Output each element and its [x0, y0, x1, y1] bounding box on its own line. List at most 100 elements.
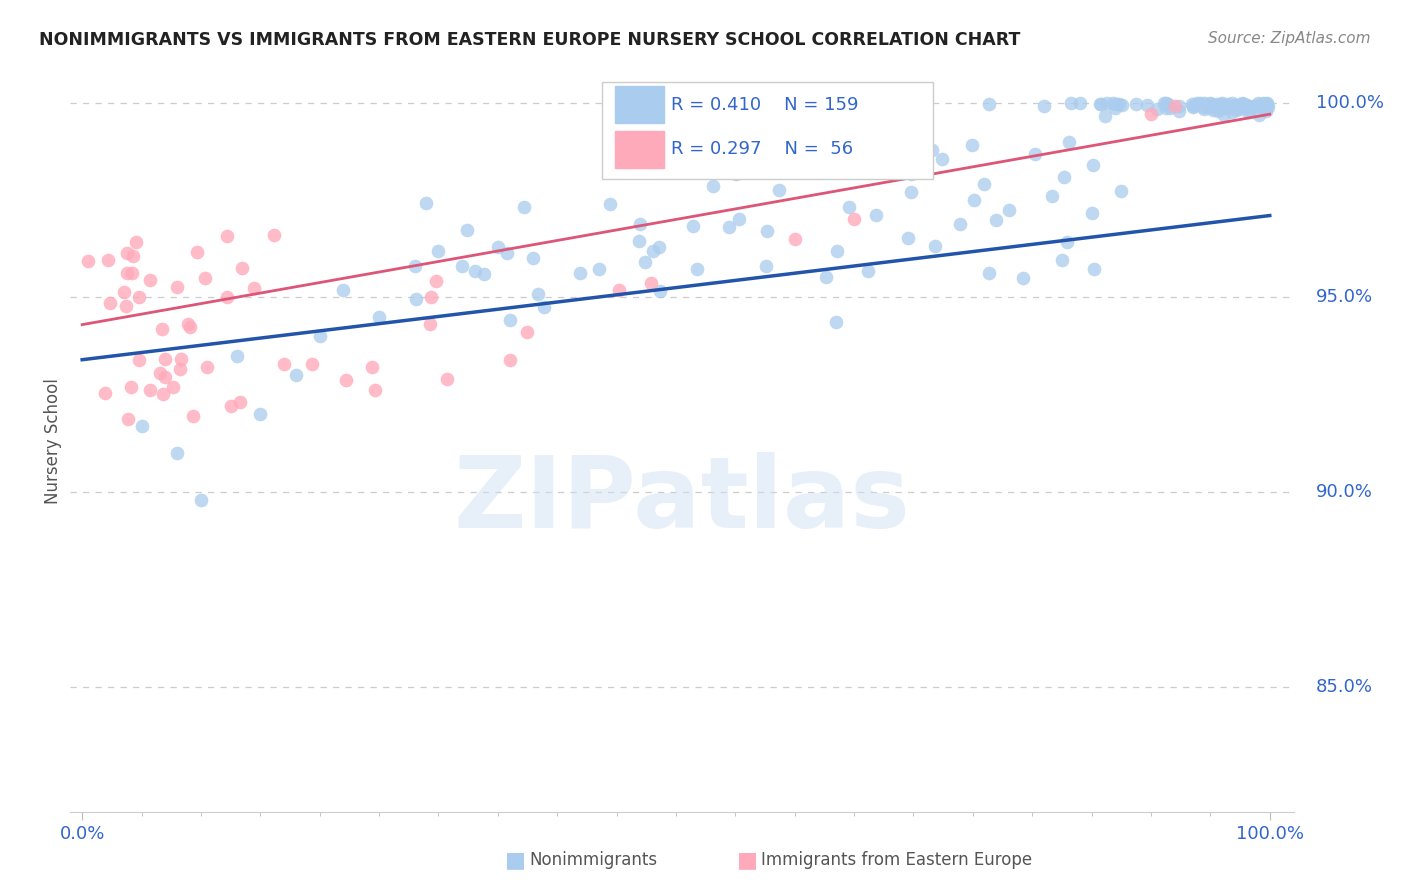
Point [1168, 98, 1191, 112]
Point [166, 446, 188, 460]
Point [1053, 170, 1076, 185]
Point [702, 179, 724, 194]
Point [284, 368, 307, 383]
Point [706, 156, 728, 170]
Point [1233, 96, 1256, 111]
Point [1056, 235, 1078, 250]
Point [1209, 96, 1232, 111]
Point [900, 167, 922, 181]
Point [486, 240, 509, 254]
Point [931, 152, 953, 166]
Point [1236, 100, 1258, 114]
Point [425, 274, 447, 288]
Point [1040, 189, 1063, 203]
Point [499, 353, 522, 368]
Point [1125, 96, 1147, 111]
Point [231, 260, 253, 275]
Y-axis label: Nursery School: Nursery School [44, 378, 62, 505]
Text: 95.0%: 95.0% [1316, 288, 1372, 306]
Point [308, 329, 330, 343]
Point [474, 268, 496, 282]
Point [405, 292, 427, 306]
Point [215, 228, 238, 243]
Point [98, 295, 121, 310]
Point [633, 255, 655, 269]
Point [1012, 270, 1035, 285]
Point [1201, 96, 1223, 111]
Point [628, 217, 651, 231]
Text: ■: ■ [737, 850, 758, 870]
Point [1213, 102, 1236, 116]
Point [179, 319, 201, 334]
Point [186, 245, 208, 260]
Point [1223, 98, 1246, 112]
Point [93, 385, 115, 400]
Point [152, 387, 174, 401]
Point [1090, 96, 1112, 111]
Point [1192, 100, 1215, 114]
Point [368, 310, 391, 324]
Point [1057, 136, 1080, 150]
Point [166, 279, 188, 293]
Point [115, 266, 138, 280]
Point [1069, 96, 1091, 111]
Point [1083, 158, 1105, 172]
Point [364, 383, 387, 397]
Text: ZIPatlas: ZIPatlas [454, 452, 910, 549]
Point [1033, 99, 1056, 113]
Point [1250, 101, 1272, 115]
Point [177, 318, 200, 332]
Point [128, 353, 150, 368]
Text: Immigrants from Eastern Europe: Immigrants from Eastern Europe [762, 851, 1032, 869]
Point [1232, 97, 1254, 112]
Point [115, 245, 138, 260]
Point [641, 244, 664, 258]
Point [415, 196, 437, 211]
Point [1095, 96, 1118, 111]
Point [419, 317, 441, 331]
Point [794, 136, 817, 151]
Point [121, 249, 143, 263]
Point [1108, 97, 1130, 112]
Point [1109, 184, 1132, 198]
Point [1192, 102, 1215, 116]
Point [1205, 102, 1227, 116]
Point [728, 212, 751, 227]
Point [1234, 100, 1257, 114]
Point [420, 289, 443, 303]
Point [1164, 99, 1187, 113]
Point [1239, 103, 1261, 118]
Point [228, 395, 250, 409]
Point [124, 235, 146, 249]
Point [170, 352, 193, 367]
Point [1204, 99, 1226, 113]
Bar [614, 130, 664, 168]
Point [949, 218, 972, 232]
Point [1199, 96, 1222, 111]
Point [768, 183, 790, 197]
Text: NONIMMIGRANTS VS IMMIGRANTS FROM EASTERN EUROPE NURSERY SCHOOL CORRELATION CHART: NONIMMIGRANTS VS IMMIGRANTS FROM EASTERN… [39, 31, 1021, 49]
Point [1140, 107, 1163, 121]
Point [1249, 108, 1271, 122]
Point [682, 219, 704, 233]
Point [755, 259, 778, 273]
Point [1198, 99, 1220, 113]
Point [588, 262, 610, 277]
Point [115, 299, 138, 313]
Point [1197, 97, 1219, 112]
Point [360, 360, 382, 375]
Point [533, 300, 555, 314]
Point [149, 366, 172, 380]
Point [686, 262, 709, 277]
Text: R = 0.410    N = 159: R = 0.410 N = 159 [671, 95, 859, 113]
Point [963, 193, 986, 207]
Point [1111, 98, 1133, 112]
Point [1247, 95, 1270, 110]
Point [1184, 97, 1206, 112]
Point [495, 246, 517, 260]
Text: R = 0.297    N =  56: R = 0.297 N = 56 [671, 140, 853, 158]
Point [499, 313, 522, 327]
Point [755, 224, 778, 238]
Point [181, 409, 204, 424]
Point [219, 399, 242, 413]
